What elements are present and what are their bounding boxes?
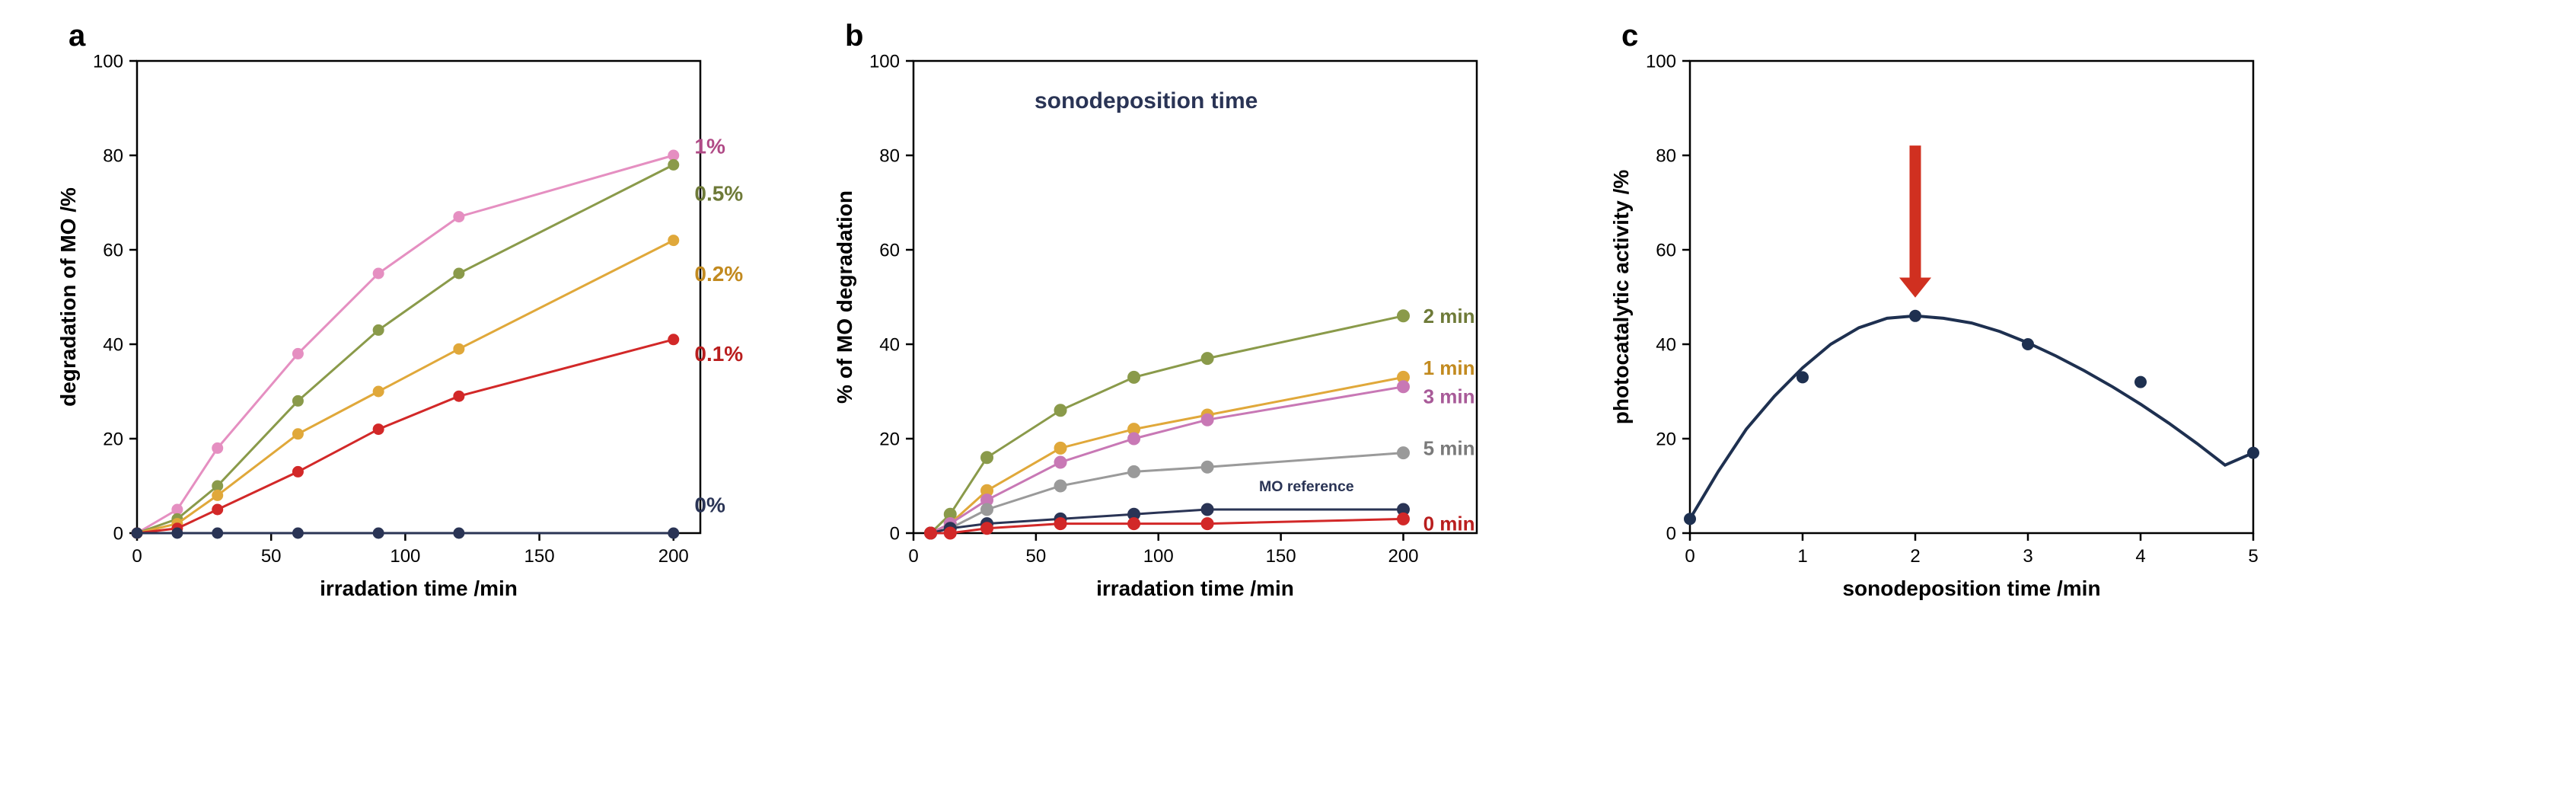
chart-c: c 0 1 2 3 4 5 0 20 40 60 80 100 sonodeposition time /… (1568, 15, 2299, 640)
svg-text:80: 80 (1656, 145, 1676, 166)
svg-text:b: b (845, 19, 863, 53)
svg-text:1%: 1% (694, 134, 725, 158)
svg-text:0: 0 (1666, 523, 1676, 544)
svg-text:sonodeposition time /min: sonodeposition time /min (1842, 577, 2100, 600)
svg-text:100: 100 (93, 51, 123, 72)
svg-text:40: 40 (103, 334, 123, 355)
svg-text:20: 20 (1656, 429, 1676, 449)
svg-text:1: 1 (1797, 546, 1807, 567)
svg-text:1 min: 1 min (1423, 356, 1475, 379)
svg-text:50: 50 (1026, 546, 1047, 567)
svg-text:150: 150 (1266, 546, 1296, 567)
svg-text:100: 100 (390, 546, 420, 567)
svg-text:0: 0 (113, 523, 123, 544)
svg-text:MO reference: MO reference (1259, 478, 1354, 495)
svg-text:80: 80 (879, 145, 900, 166)
chart-a: a 0 50 100 150 200 0 20 40 60 80 100 irradation time… (15, 15, 746, 640)
svg-text:20: 20 (103, 429, 123, 449)
svg-text:a: a (69, 19, 86, 53)
svg-text:40: 40 (1656, 334, 1676, 355)
svg-text:0%: 0% (694, 494, 725, 517)
svg-text:200: 200 (658, 546, 689, 567)
svg-text:0.5%: 0.5% (694, 181, 743, 205)
svg-text:5 min: 5 min (1423, 437, 1475, 460)
svg-text:150: 150 (524, 546, 555, 567)
svg-text:0 min: 0 min (1423, 513, 1475, 535)
svg-text:20: 20 (879, 429, 900, 449)
svg-text:c: c (1621, 19, 1638, 53)
svg-text:irradation time /min: irradation time /min (1096, 577, 1294, 600)
svg-text:100: 100 (1143, 546, 1174, 567)
svg-text:60: 60 (1656, 240, 1676, 260)
svg-text:4: 4 (2135, 546, 2145, 567)
panel-c: c 0 1 2 3 4 5 0 20 40 60 80 100 sonodeposition time /… (1568, 15, 2299, 640)
svg-text:0: 0 (908, 546, 918, 567)
chart-b: b 0 50 100 150 200 0 20 40 60 80 100 irradation time… (792, 15, 1522, 640)
svg-text:60: 60 (103, 240, 123, 260)
svg-text:irradation time /min: irradation time /min (320, 577, 518, 600)
svg-text:0: 0 (1685, 546, 1694, 567)
svg-text:% of MO degradation: % of MO degradation (833, 190, 856, 404)
svg-text:50: 50 (261, 546, 282, 567)
svg-text:3 min: 3 min (1423, 385, 1475, 407)
svg-text:5: 5 (2248, 546, 2258, 567)
svg-text:2: 2 (1910, 546, 1920, 567)
svg-text:3: 3 (2023, 546, 2032, 567)
svg-text:80: 80 (103, 145, 123, 166)
svg-text:100: 100 (1646, 51, 1676, 72)
svg-text:0: 0 (890, 523, 900, 544)
svg-text:photocatalytic activity /%: photocatalytic activity /% (1609, 170, 1633, 425)
svg-text:40: 40 (879, 334, 900, 355)
panel-a: a 0 50 100 150 200 0 20 40 60 80 100 irradation time… (15, 15, 746, 640)
svg-text:2 min: 2 min (1423, 305, 1475, 327)
svg-text:60: 60 (879, 240, 900, 260)
svg-text:200: 200 (1388, 546, 1418, 567)
svg-text:0.2%: 0.2% (694, 262, 743, 286)
svg-text:sonodeposition time: sonodeposition time (1035, 88, 1258, 113)
svg-text:0.1%: 0.1% (694, 342, 743, 366)
svg-text:0: 0 (132, 546, 142, 567)
figure-row: a050100150200020406080100irradation time… (15, 15, 2561, 640)
svg-text:100: 100 (869, 51, 900, 72)
panel-b: b 0 50 100 150 200 0 20 40 60 80 100 irradation time… (792, 15, 1522, 640)
svg-text:degradation of MO /%: degradation of MO /% (56, 187, 80, 407)
